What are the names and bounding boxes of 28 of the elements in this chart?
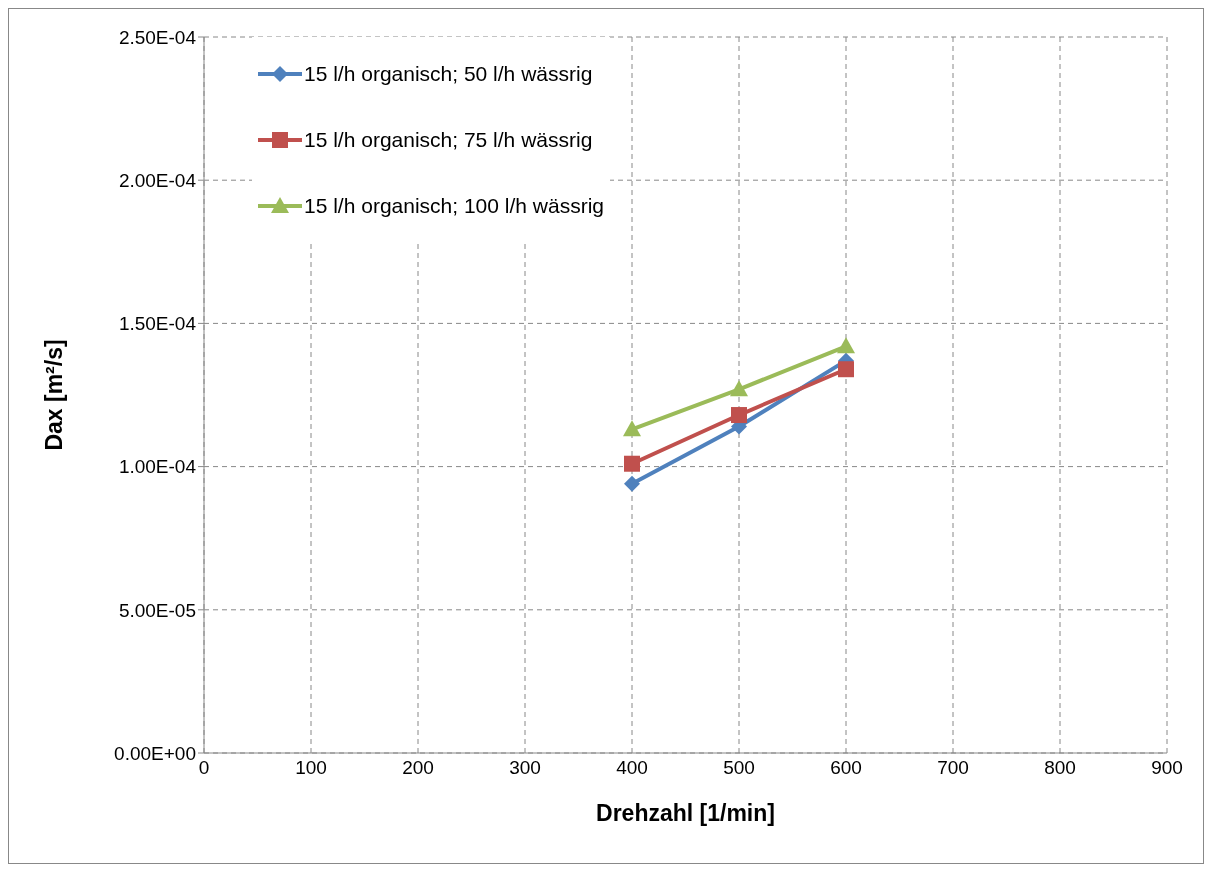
y-tick-label: 2.00E-04	[118, 169, 197, 191]
point	[624, 455, 640, 472]
point	[624, 475, 640, 492]
y-tick-label: 0.00E+00	[114, 742, 196, 764]
x-tick-label: 600	[830, 757, 862, 779]
x-tick-label: 400	[616, 757, 648, 779]
point	[838, 361, 854, 378]
x-tick-label: 500	[723, 757, 755, 779]
y-tick-label: 1.50E-04	[118, 313, 197, 335]
point	[730, 380, 748, 397]
x-axis-title: Drehzahl [1/min]	[596, 800, 775, 826]
x-tick-label: 200	[402, 757, 434, 779]
point	[837, 337, 855, 354]
y-tick-label: 1.00E-04	[118, 456, 197, 478]
x-tick-label: 800	[1044, 757, 1076, 779]
legend-label: 15 l/h organisch; 50 l/h wässrig	[304, 62, 593, 86]
y-axis-title: Dax [m²/s]	[41, 339, 68, 451]
x-tick-label: 900	[1151, 757, 1183, 779]
legend-label: 15 l/h organisch; 100 l/h wässrig	[304, 194, 604, 218]
y-tick-label: 2.50E-04	[118, 26, 197, 48]
x-tick-label: 100	[295, 757, 327, 779]
point	[623, 420, 641, 437]
x-tick-label: 700	[937, 757, 969, 779]
x-tick-label: 300	[509, 757, 541, 779]
x-tick-label: 0	[198, 757, 210, 779]
y-tick-label: 5.00E-05	[118, 599, 196, 621]
point	[731, 407, 747, 424]
legend-label: 15 l/h organisch; 75 l/h wässrig	[304, 128, 593, 152]
